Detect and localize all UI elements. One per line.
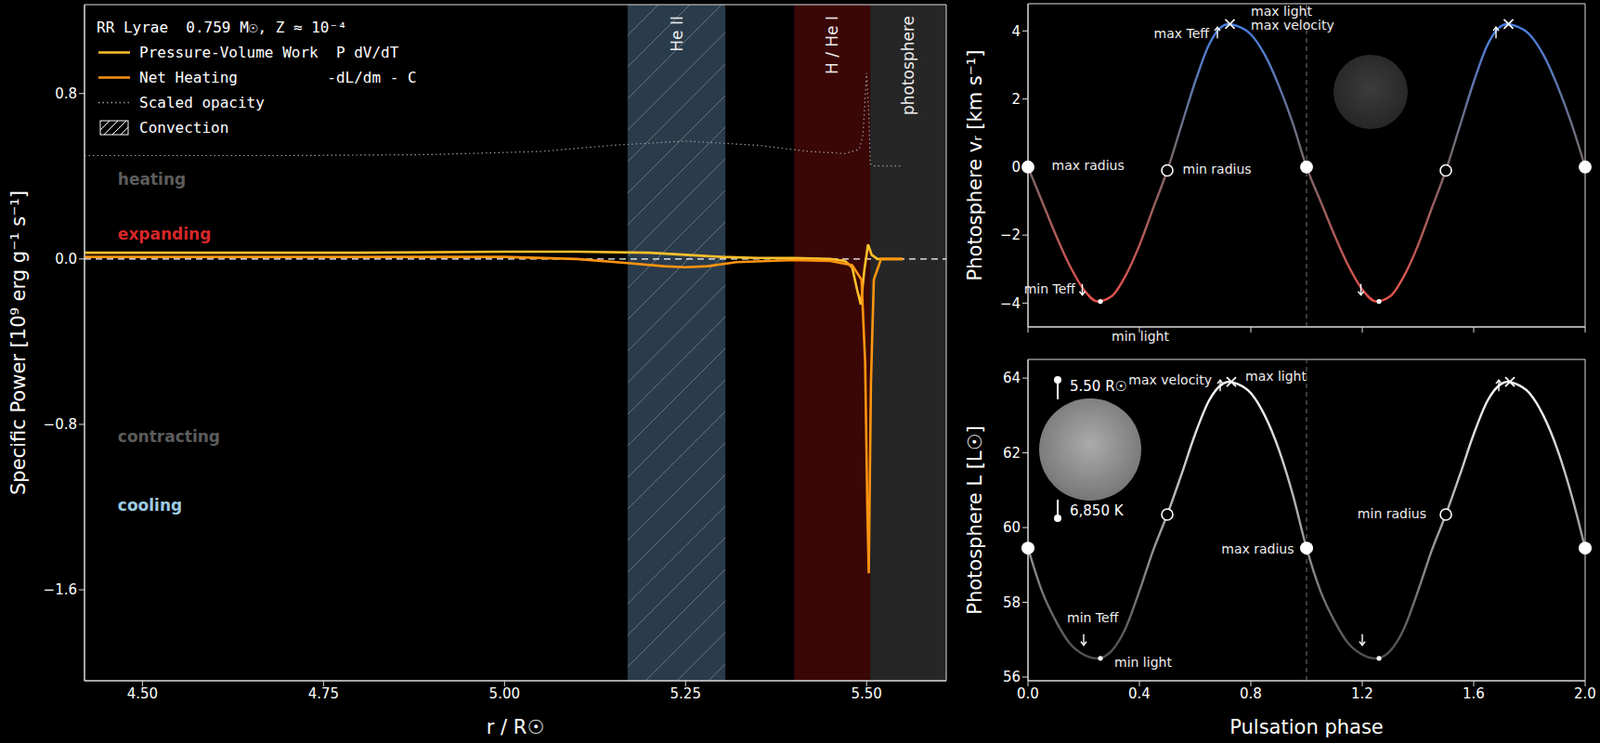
html-text:Specific Power [10⁹ erg g⁻¹ s⁻: Specific Power [10⁹ erg g⁻¹ s⁻¹] (7, 190, 30, 495)
svg-text:0.8: 0.8 (1239, 685, 1262, 703)
svg-text:H / He I: H / He I (822, 15, 842, 75)
svg-text:max velocity: max velocity (1128, 372, 1212, 388)
svg-text:5.25: 5.25 (670, 685, 702, 703)
svg-text:max Teff: max Teff (1154, 26, 1210, 41)
svg-text:−0.8: −0.8 (43, 416, 78, 433)
svg-text:He II: He II (667, 15, 687, 53)
html-text:5.50 R☉: 5.50 R☉ (1069, 377, 1128, 395)
svg-text:4.75: 4.75 (308, 685, 339, 703)
svg-text:−4: −4 (1000, 295, 1021, 313)
html-text:Convection: Convection (139, 118, 229, 137)
svg-text:heating: heating (117, 169, 186, 189)
svg-text:min Teff: min Teff (1066, 610, 1119, 625)
svg-text:0.0: 0.0 (54, 250, 78, 268)
html-text:Pressure-Volume Work P dV/dT: Pressure-Volume Work P dV/dT (139, 43, 399, 62)
html-text:Photosphere L [L☉]: Photosphere L [L☉] (963, 425, 987, 615)
svg-text:contracting: contracting (117, 427, 221, 446)
svg-text:56: 56 (1002, 668, 1021, 686)
svg-text:cooling: cooling (117, 495, 183, 515)
html-text:Pulsation phase: Pulsation phase (1229, 715, 1384, 739)
svg-text:photosphere: photosphere (898, 15, 918, 116)
svg-text:58: 58 (1002, 594, 1021, 612)
svg-text:0.8: 0.8 (54, 85, 78, 103)
html-text:Net Heating -dL/dm - C: Net Heating -dL/dm - C (139, 68, 417, 87)
svg-text:−2: −2 (1000, 226, 1021, 244)
svg-text:min light: min light (1111, 328, 1170, 344)
svg-text:max velocity: max velocity (1250, 17, 1335, 33)
svg-text:2.0: 2.0 (1573, 685, 1597, 703)
svg-text:−1.6: −1.6 (43, 581, 78, 599)
svg-text:4: 4 (1011, 23, 1021, 40)
svg-text:min light: min light (1114, 654, 1172, 670)
svg-text:0.0: 0.0 (1016, 685, 1040, 703)
svg-text:0.4: 0.4 (1128, 685, 1151, 703)
svg-text:max light: max light (1245, 368, 1307, 384)
svg-text:min radius: min radius (1183, 161, 1252, 177)
svg-text:0: 0 (1011, 158, 1021, 176)
svg-text:max radius: max radius (1221, 541, 1294, 557)
svg-text:max radius: max radius (1052, 157, 1125, 173)
html-text:6,850 K: 6,850 K (1069, 502, 1124, 520)
svg-text:4.50: 4.50 (127, 685, 158, 703)
svg-text:5.50: 5.50 (851, 685, 883, 703)
svg-text:1.6: 1.6 (1462, 685, 1485, 703)
html-text:Scaled opacity: Scaled opacity (139, 93, 265, 112)
svg-text:60: 60 (1002, 519, 1021, 536)
html-text:r / R☉: r / R☉ (486, 715, 545, 739)
svg-text:1.2: 1.2 (1351, 685, 1374, 703)
html-text:Photosphere vᵣ [km s⁻¹]: Photosphere vᵣ [km s⁻¹] (963, 49, 987, 281)
svg-text:62: 62 (1002, 444, 1021, 462)
svg-text:64: 64 (1002, 369, 1021, 387)
svg-text:2: 2 (1011, 91, 1021, 108)
svg-text:min Teff: min Teff (1024, 281, 1077, 297)
html-text:RR Lyrae 0.759 M☉, Z ≈ 10⁻⁴: RR Lyrae 0.759 M☉, Z ≈ 10⁻⁴ (96, 18, 348, 37)
svg-text:max light: max light (1250, 4, 1313, 19)
svg-text:min radius: min radius (1357, 506, 1427, 521)
svg-text:expanding: expanding (117, 224, 212, 244)
svg-text:5.00: 5.00 (489, 685, 521, 703)
